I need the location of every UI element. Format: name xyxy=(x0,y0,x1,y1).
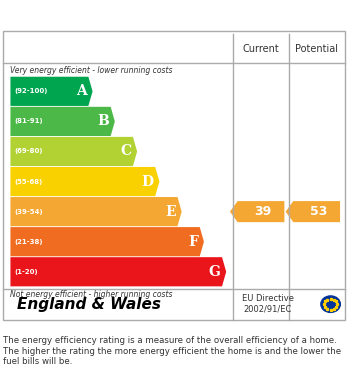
Text: (69-80): (69-80) xyxy=(14,149,42,154)
Polygon shape xyxy=(230,201,284,222)
Text: (81-91): (81-91) xyxy=(14,118,42,124)
Circle shape xyxy=(321,296,340,312)
Text: (92-100): (92-100) xyxy=(14,88,47,94)
Polygon shape xyxy=(10,197,182,226)
Text: Energy Efficiency Rating: Energy Efficiency Rating xyxy=(50,5,298,23)
Polygon shape xyxy=(10,257,226,286)
Text: (39-54): (39-54) xyxy=(14,209,42,215)
Text: E: E xyxy=(165,204,176,219)
Text: Very energy efficient - lower running costs: Very energy efficient - lower running co… xyxy=(10,66,173,75)
Text: (21-38): (21-38) xyxy=(14,239,42,245)
Text: G: G xyxy=(208,265,220,279)
Text: D: D xyxy=(141,174,153,188)
Text: 53: 53 xyxy=(310,205,327,218)
Text: Current: Current xyxy=(243,44,279,54)
Text: A: A xyxy=(76,84,87,98)
Text: Potential: Potential xyxy=(295,44,338,54)
Text: EU Directive
2002/91/EC: EU Directive 2002/91/EC xyxy=(242,294,294,314)
Text: B: B xyxy=(97,115,109,128)
Text: England & Wales: England & Wales xyxy=(17,297,161,312)
Text: Not energy efficient - higher running costs: Not energy efficient - higher running co… xyxy=(10,290,173,299)
Text: (55-68): (55-68) xyxy=(14,179,42,185)
Text: The energy efficiency rating is a measure of the overall efficiency of a home. T: The energy efficiency rating is a measur… xyxy=(3,336,342,366)
Polygon shape xyxy=(10,167,159,196)
Polygon shape xyxy=(10,107,115,136)
Polygon shape xyxy=(286,201,340,222)
Polygon shape xyxy=(10,137,137,166)
Text: 39: 39 xyxy=(254,205,271,218)
Polygon shape xyxy=(10,227,204,256)
Text: F: F xyxy=(188,235,198,249)
Text: (1-20): (1-20) xyxy=(14,269,38,275)
Polygon shape xyxy=(10,77,93,106)
Text: C: C xyxy=(120,144,131,158)
